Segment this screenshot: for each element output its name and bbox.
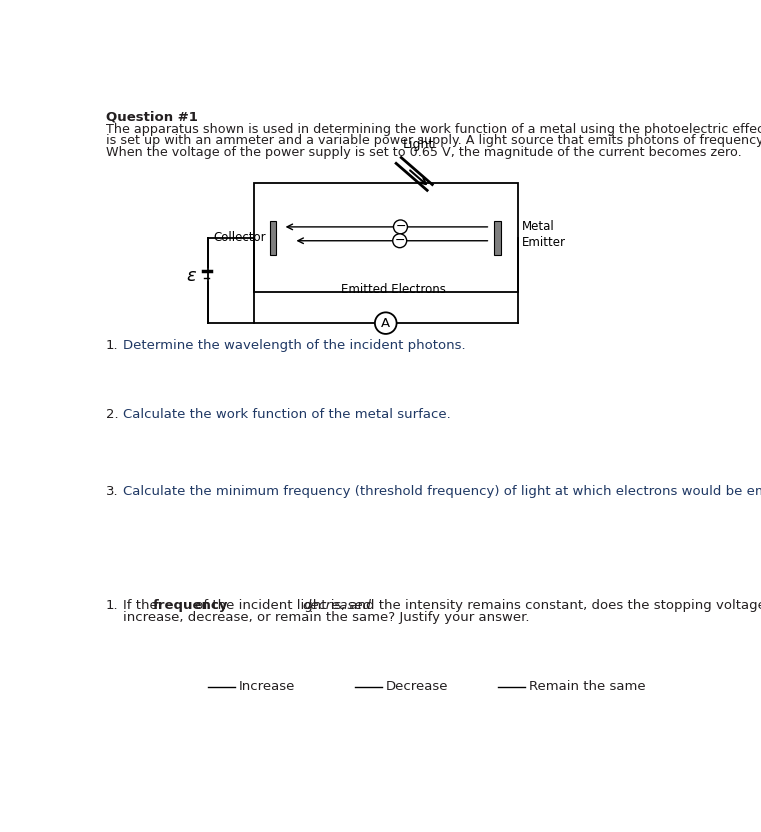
Text: Decrease: Decrease [386,681,448,693]
Text: decreased: decreased [302,599,371,612]
Text: Remain the same: Remain the same [529,681,646,693]
Text: , and the intensity remains constant, does the stopping voltage: , and the intensity remains constant, do… [341,599,761,612]
Text: If the: If the [123,599,162,612]
Circle shape [393,220,407,234]
Text: Question #1: Question #1 [106,111,198,124]
Bar [254,183,517,292]
Text: Calculate the minimum frequency (threshold frequency) of light at which electron: Calculate the minimum frequency (thresho… [123,485,761,498]
Text: 2.: 2. [106,408,119,421]
Text: 1.: 1. [106,339,119,352]
Text: increase, decrease, or remain the same? Justify your answer.: increase, decrease, or remain the same? … [123,612,530,624]
Text: of the incident light is: of the incident light is [191,599,346,612]
Text: Determine the wavelength of the incident photons.: Determine the wavelength of the incident… [123,339,466,352]
Bar [494,220,501,255]
Text: −: − [394,235,405,247]
Text: 1.: 1. [106,599,119,612]
Circle shape [375,312,396,334]
Text: 3.: 3. [106,485,119,498]
Circle shape [393,234,406,248]
Text: frequency: frequency [153,599,228,612]
Text: Collector: Collector [214,231,266,244]
Text: Light: Light [403,138,434,151]
Text: The apparatus shown is used in determining the work function of a metal using th: The apparatus shown is used in determini… [106,123,761,136]
Text: Metal
Emitter: Metal Emitter [522,220,566,249]
Text: Emitted Electrons: Emitted Electrons [341,283,446,296]
Text: Increase: Increase [238,681,295,693]
Text: Calculate the work function of the metal surface.: Calculate the work function of the metal… [123,408,451,421]
Text: A: A [381,317,390,329]
Text: When the voltage of the power supply is set to 0.65 V, the magnitude of the curr: When the voltage of the power supply is … [106,146,742,159]
Text: −: − [395,220,406,234]
Bar [269,220,276,255]
Text: is set up with an ammeter and a variable power supply. A light source that emits: is set up with an ammeter and a variable… [106,135,761,147]
Text: $\varepsilon$: $\varepsilon$ [186,267,196,285]
